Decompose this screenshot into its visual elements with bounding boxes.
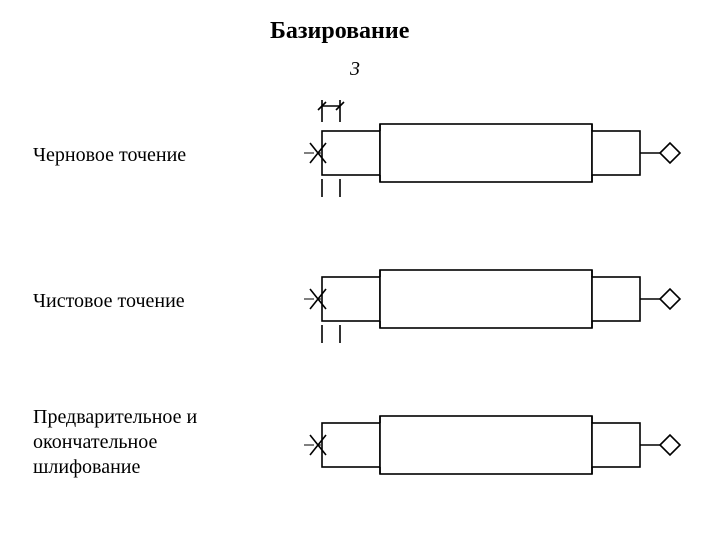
row-label-2: Чистовое точение bbox=[33, 289, 185, 314]
shaft-diagram-3 bbox=[300, 380, 700, 504]
dimension-label: 3 bbox=[350, 58, 360, 81]
page-title: Базирование bbox=[270, 18, 409, 45]
shaft-diagram-2 bbox=[300, 234, 700, 358]
shaft-diagram-1 bbox=[300, 88, 700, 212]
row-label-1: Черновое точение bbox=[33, 143, 186, 168]
row-label-3: Предварительное иокончательноешлифование bbox=[33, 405, 197, 480]
